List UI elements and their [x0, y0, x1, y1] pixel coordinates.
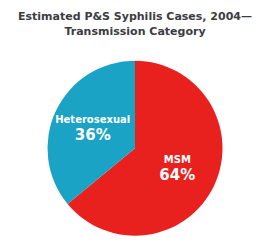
- svg-text:36%: 36%: [75, 126, 111, 144]
- svg-text:64%: 64%: [159, 166, 195, 184]
- svg-text:Transmission Category: Transmission Category: [64, 25, 205, 38]
- svg-text:Estimated P&S Syphilis Cases,: Estimated P&S Syphilis Cases, 2004—: [18, 10, 252, 23]
- svg-text:Heterosexual: Heterosexual: [55, 114, 130, 125]
- svg-text:MSM: MSM: [164, 154, 191, 165]
